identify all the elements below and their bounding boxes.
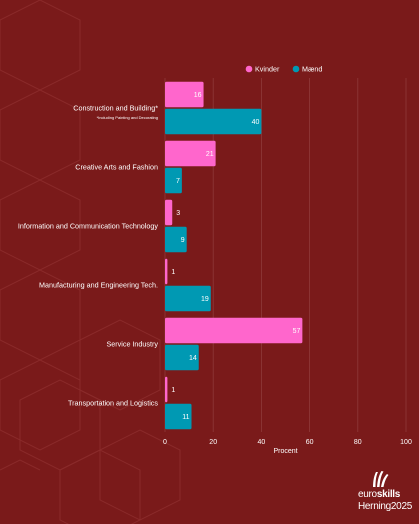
legend-label-kvinder: Kvinder [255, 65, 280, 74]
bar-maend [165, 226, 187, 253]
bar-kvinder [165, 317, 303, 344]
bars [165, 81, 303, 430]
legend-label-maend: Mænd [302, 65, 322, 74]
legend-swatch-maend [292, 65, 300, 73]
bar-kvinder [165, 81, 204, 108]
gridlines [164, 78, 407, 432]
x-tick-label: 60 [306, 439, 314, 446]
value-label: 1 [171, 269, 175, 276]
euroskills-mark-icon [373, 471, 389, 487]
value-label: 16 [194, 92, 202, 99]
x-tick-label: 0 [163, 439, 167, 446]
value-label: 3 [176, 210, 180, 217]
category-label: Information and Communication Technology [18, 222, 159, 231]
value-label: 14 [189, 355, 197, 362]
x-tick-label: 20 [209, 439, 217, 446]
category-label: Service Industry [106, 340, 158, 349]
bar-kvinder [165, 140, 216, 167]
x-tick-label: 80 [354, 439, 362, 446]
euroskills-herning-logo: euroskills Herning2025 [358, 470, 414, 518]
value-label: 9 [181, 237, 185, 244]
bar-kvinder [165, 376, 168, 403]
legend: Kvinder Mænd [245, 65, 322, 74]
bar-maend [165, 108, 262, 135]
bar-maend [165, 167, 182, 194]
value-label: 11 [182, 414, 189, 421]
value-label: 21 [206, 151, 214, 158]
category-label: Transportation and Logistics [68, 399, 158, 408]
x-tick-label: 40 [258, 439, 266, 446]
bar-maend [165, 285, 211, 312]
value-label: 57 [293, 328, 301, 335]
category-label: Creative Arts and Fashion [75, 163, 158, 172]
x-axis-title: Procent [273, 448, 297, 455]
value-label: 7 [176, 178, 180, 185]
category-label: Manufacturing and Engineering Tech. [39, 281, 158, 290]
category-label: Construction and Building* [73, 104, 158, 113]
labels: 0 20 40 60 80 100 Construction and Building* 16… [18, 92, 412, 446]
logo-location: Herning2025 [358, 501, 412, 512]
value-label: 19 [201, 296, 209, 303]
bar-kvinder [165, 258, 168, 285]
legend-swatch-kvinder [245, 65, 253, 73]
value-label: 40 [252, 119, 260, 126]
bar-maend [165, 403, 192, 430]
category-note: *Including Painting and Decorating [97, 115, 158, 120]
x-tick-label: 100 [400, 439, 412, 446]
bar-kvinder [165, 199, 173, 226]
logo-wordmark: euroskills [358, 489, 401, 500]
value-label: 1 [171, 387, 175, 394]
bar-maend [165, 344, 199, 371]
